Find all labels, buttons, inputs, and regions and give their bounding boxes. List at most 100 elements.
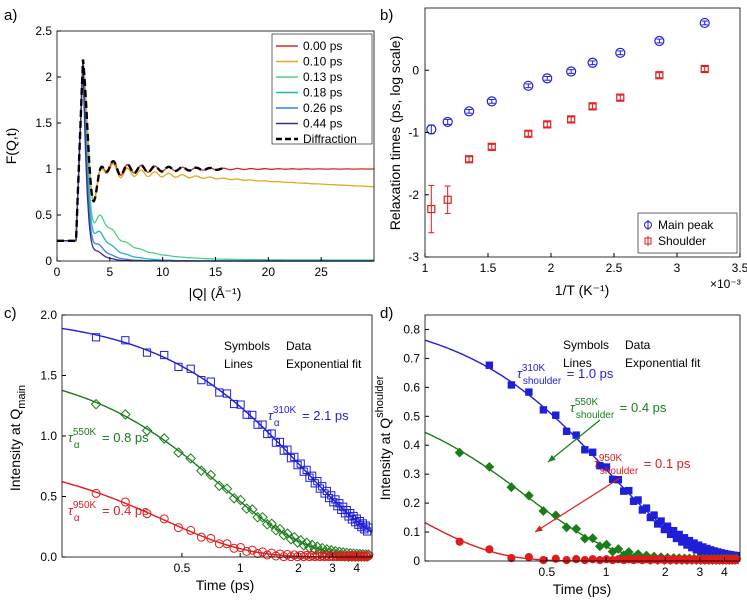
panel-c-point-950K — [142, 509, 152, 519]
panel-d-point-950K — [580, 556, 589, 565]
panel-c-point-550K — [196, 465, 207, 477]
panel-d-ytick-label: 0.3 — [403, 467, 420, 481]
panel-label-b: b) — [380, 7, 393, 24]
panel-d-tau-subscript: shoulder — [523, 376, 562, 387]
panel-b-point-shoulder — [700, 64, 709, 74]
panel-d-point-310K — [562, 427, 571, 436]
panel-b-point-main-peak — [699, 17, 710, 29]
panel-a-ytick-label: 2.5 — [35, 24, 52, 38]
panel-c-point-550K — [173, 447, 184, 458]
panel-b-x-exponent: ×10⁻³ — [710, 277, 741, 291]
panel-b-point-main-peak — [442, 116, 453, 128]
panel-b-xtick-label: 3.5 — [732, 261, 747, 275]
panel-d-point-310K — [650, 511, 658, 519]
panel-c-legend-text: Lines — [224, 357, 253, 371]
panel-a-xtick-label: 0 — [54, 265, 61, 279]
panel-c-point-310K — [258, 420, 267, 429]
panel-c-tau-value: = 0.4 ps — [98, 503, 149, 518]
panel-b-xlabel: 1/T (K⁻¹) — [555, 282, 610, 298]
panel-c-xtick-label: 0.5 — [174, 561, 191, 575]
panel-d-ytick-label: 0.4 — [403, 438, 420, 452]
panel-d-point-950K — [588, 555, 597, 564]
panel-c-tau-temperature: 310K — [273, 405, 297, 416]
panel-c-legend-text: Symbols — [224, 339, 270, 353]
panel-c-legend-text: Exponential fit — [286, 357, 362, 371]
panel-d-tau-symbol: τ — [517, 366, 523, 381]
panel-c-ytick-label: 0.0 — [40, 550, 57, 564]
panel-d-point-310K — [552, 411, 560, 419]
panel-c-tau-temperature: 950K — [73, 500, 97, 511]
panel-b-legend-marker — [644, 221, 652, 229]
panel-c-point-950K — [364, 551, 374, 561]
panel-c-point-550K — [289, 531, 300, 543]
panel-d-point-950K — [595, 556, 604, 565]
panel-c-point-550K — [278, 529, 290, 541]
panel-b-ytick-label: -1 — [408, 126, 419, 140]
panel-c-xtick-label: 2 — [295, 561, 302, 575]
panel-d-tau-value: = 0.4 ps — [616, 400, 667, 415]
panel-c-ytick-label: 0.5 — [40, 490, 57, 504]
panel-d-point-550K — [550, 510, 561, 521]
panel-d-tau-subscript: shoulder — [576, 410, 615, 421]
panel-c-point-950K — [186, 525, 196, 535]
panel-d-point-950K — [524, 552, 533, 562]
panel-c-xtick-label: 4 — [353, 561, 360, 575]
panel-b-point-shoulder — [487, 142, 496, 151]
panel-d-legend-text: Exponential fit — [625, 356, 701, 370]
panel-b-point-main-peak — [542, 73, 553, 84]
panel-d-point-310K — [525, 388, 533, 396]
panel-d-tau-value: = 1.0 ps — [563, 366, 614, 381]
panel-d-ytick-label: 0.1 — [403, 525, 420, 539]
panel-b-point-shoulder — [443, 195, 452, 204]
panel-a-xtick-label: 5 — [106, 265, 113, 279]
panel-d-annotation-arrow — [547, 419, 601, 463]
panel-c-point-310K — [186, 364, 195, 373]
panel-d-point-310K — [485, 361, 494, 369]
panel-c-point-550K — [270, 524, 282, 536]
panel-c-xlabel: Time (ps) — [196, 577, 255, 593]
panel-b-point-shoulder — [427, 204, 436, 214]
panel-d-point-550K — [587, 533, 598, 544]
panel-c-point-550K — [285, 533, 297, 545]
panel-d-legend-text: Data — [625, 338, 651, 352]
panel-d-annotation-arrow — [534, 477, 621, 533]
panel-d-tau-subscript: shoulder — [600, 466, 639, 477]
panel-d-point-550K — [538, 506, 549, 516]
panel-c-point-550K — [185, 453, 197, 464]
panel-a-legend-label: 0.44 ps — [303, 117, 342, 131]
panel-d-frame — [424, 314, 741, 562]
panel-c-point-950K — [120, 497, 130, 507]
panel-c-point-310K — [206, 377, 215, 386]
panel-c-xtick-label: 3 — [329, 561, 336, 575]
panel-c-point-950K — [242, 546, 252, 556]
panel-d-tau-annotation: τ550K shoulder = 0.4 ps — [570, 397, 667, 421]
panel-c-point-310K — [229, 399, 239, 409]
panel-d-point-950K — [551, 554, 560, 563]
panel-d-ytick-label: 0.6 — [403, 380, 420, 394]
panel-c-point-310K — [358, 519, 367, 528]
panel-d-xlabel: Time (ps) — [553, 581, 612, 597]
panel-d-point-310K — [572, 431, 580, 439]
panel-b-legend-marker — [644, 237, 652, 245]
panel-d-point-310K — [642, 504, 651, 512]
panel-c-point-310K — [242, 410, 251, 419]
panel-b-point-shoulder — [588, 102, 597, 111]
panel-d-legend-text: Symbols — [563, 338, 609, 352]
panel-c-point-310K — [320, 489, 329, 498]
panel-d-point-550K — [506, 482, 517, 493]
panel-c-point-550K — [90, 398, 102, 410]
panel-b-point-main-peak — [566, 66, 577, 77]
panel-c-point-950K — [196, 532, 206, 542]
panel-c-point-550K — [257, 511, 268, 523]
panel-d-xtick-label: 2 — [662, 565, 669, 579]
panel-d-point-310K — [663, 522, 672, 530]
panel-d-tau-temperature: 550K — [575, 397, 599, 408]
panel-c-point-550K — [301, 537, 312, 549]
panel-d-point-950K — [455, 537, 464, 546]
panel-c-point-550K — [235, 494, 246, 506]
panel-c-point-550K — [158, 433, 170, 444]
panel-c-point-950K — [361, 551, 371, 561]
panel-c-point-550K — [298, 539, 310, 551]
panel-b-legend-label: Shoulder — [658, 234, 706, 248]
